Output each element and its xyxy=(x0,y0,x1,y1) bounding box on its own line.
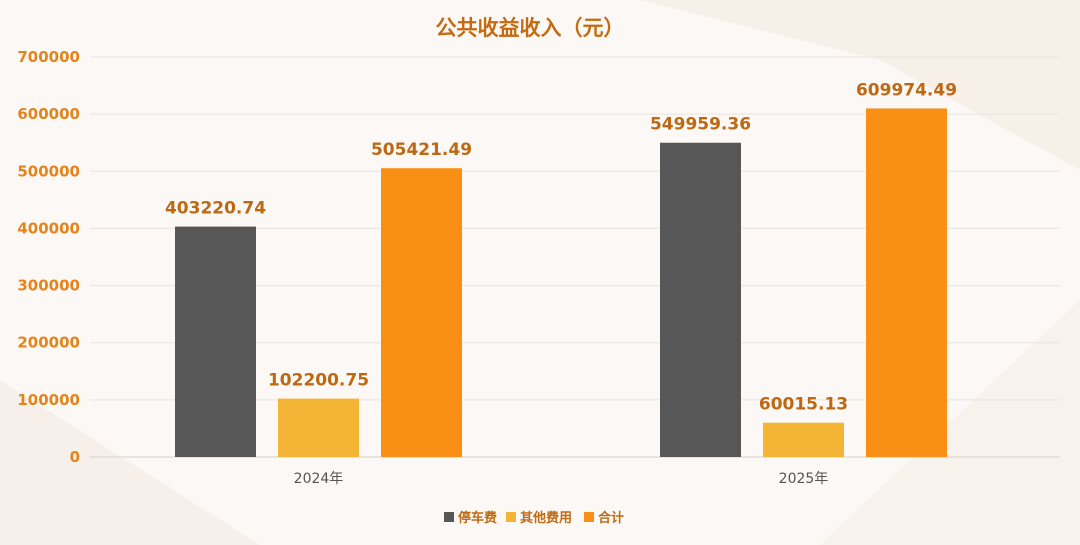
x-tick-label: 2025年 xyxy=(779,471,829,487)
legend-item: 停车费 xyxy=(444,510,497,526)
legend-item: 其他费用 xyxy=(506,510,572,526)
y-tick-label: 100000 xyxy=(17,391,80,409)
data-label: 549959.36 xyxy=(650,115,751,135)
y-axis: 0 100000 200000 300000 400000 500000 600000 700… xyxy=(17,48,80,466)
y-tick-label: 600000 xyxy=(17,105,80,123)
y-tick-label: 300000 xyxy=(17,277,80,295)
bar xyxy=(660,142,741,458)
data-label: 609974.49 xyxy=(856,80,957,100)
y-tick-label: 0 xyxy=(70,448,80,466)
y-tick-label: 700000 xyxy=(17,48,80,66)
legend-label: 停车费 xyxy=(458,510,497,526)
data-labels: 403220.74 102200.75 505421.49 549959.36 6001… xyxy=(165,80,957,414)
bar xyxy=(175,226,256,457)
bar xyxy=(763,422,844,457)
legend-swatch xyxy=(444,512,454,522)
legend-item: 合计 xyxy=(584,510,624,526)
y-tick-label: 500000 xyxy=(17,162,80,180)
data-label: 102200.75 xyxy=(268,371,369,391)
x-tick-label: 2024年 xyxy=(294,471,344,487)
data-label: 505421.49 xyxy=(371,140,472,160)
bar xyxy=(381,168,462,457)
data-label: 403220.74 xyxy=(165,199,266,219)
legend-swatch xyxy=(584,512,594,522)
legend-swatch xyxy=(506,512,516,522)
legend: 停车费 其他费用 合计 xyxy=(444,510,624,526)
bar xyxy=(866,108,947,457)
legend-label: 其他费用 xyxy=(520,510,572,526)
data-label: 60015.13 xyxy=(759,395,848,415)
bar xyxy=(278,398,359,457)
bars xyxy=(175,108,947,458)
y-tick-label: 400000 xyxy=(17,219,80,237)
y-tick-label: 200000 xyxy=(17,334,80,352)
x-axis: 2024年 2025年 xyxy=(294,471,829,487)
chart-title: 公共收益收入（元） xyxy=(436,16,625,40)
legend-label: 合计 xyxy=(598,510,624,526)
